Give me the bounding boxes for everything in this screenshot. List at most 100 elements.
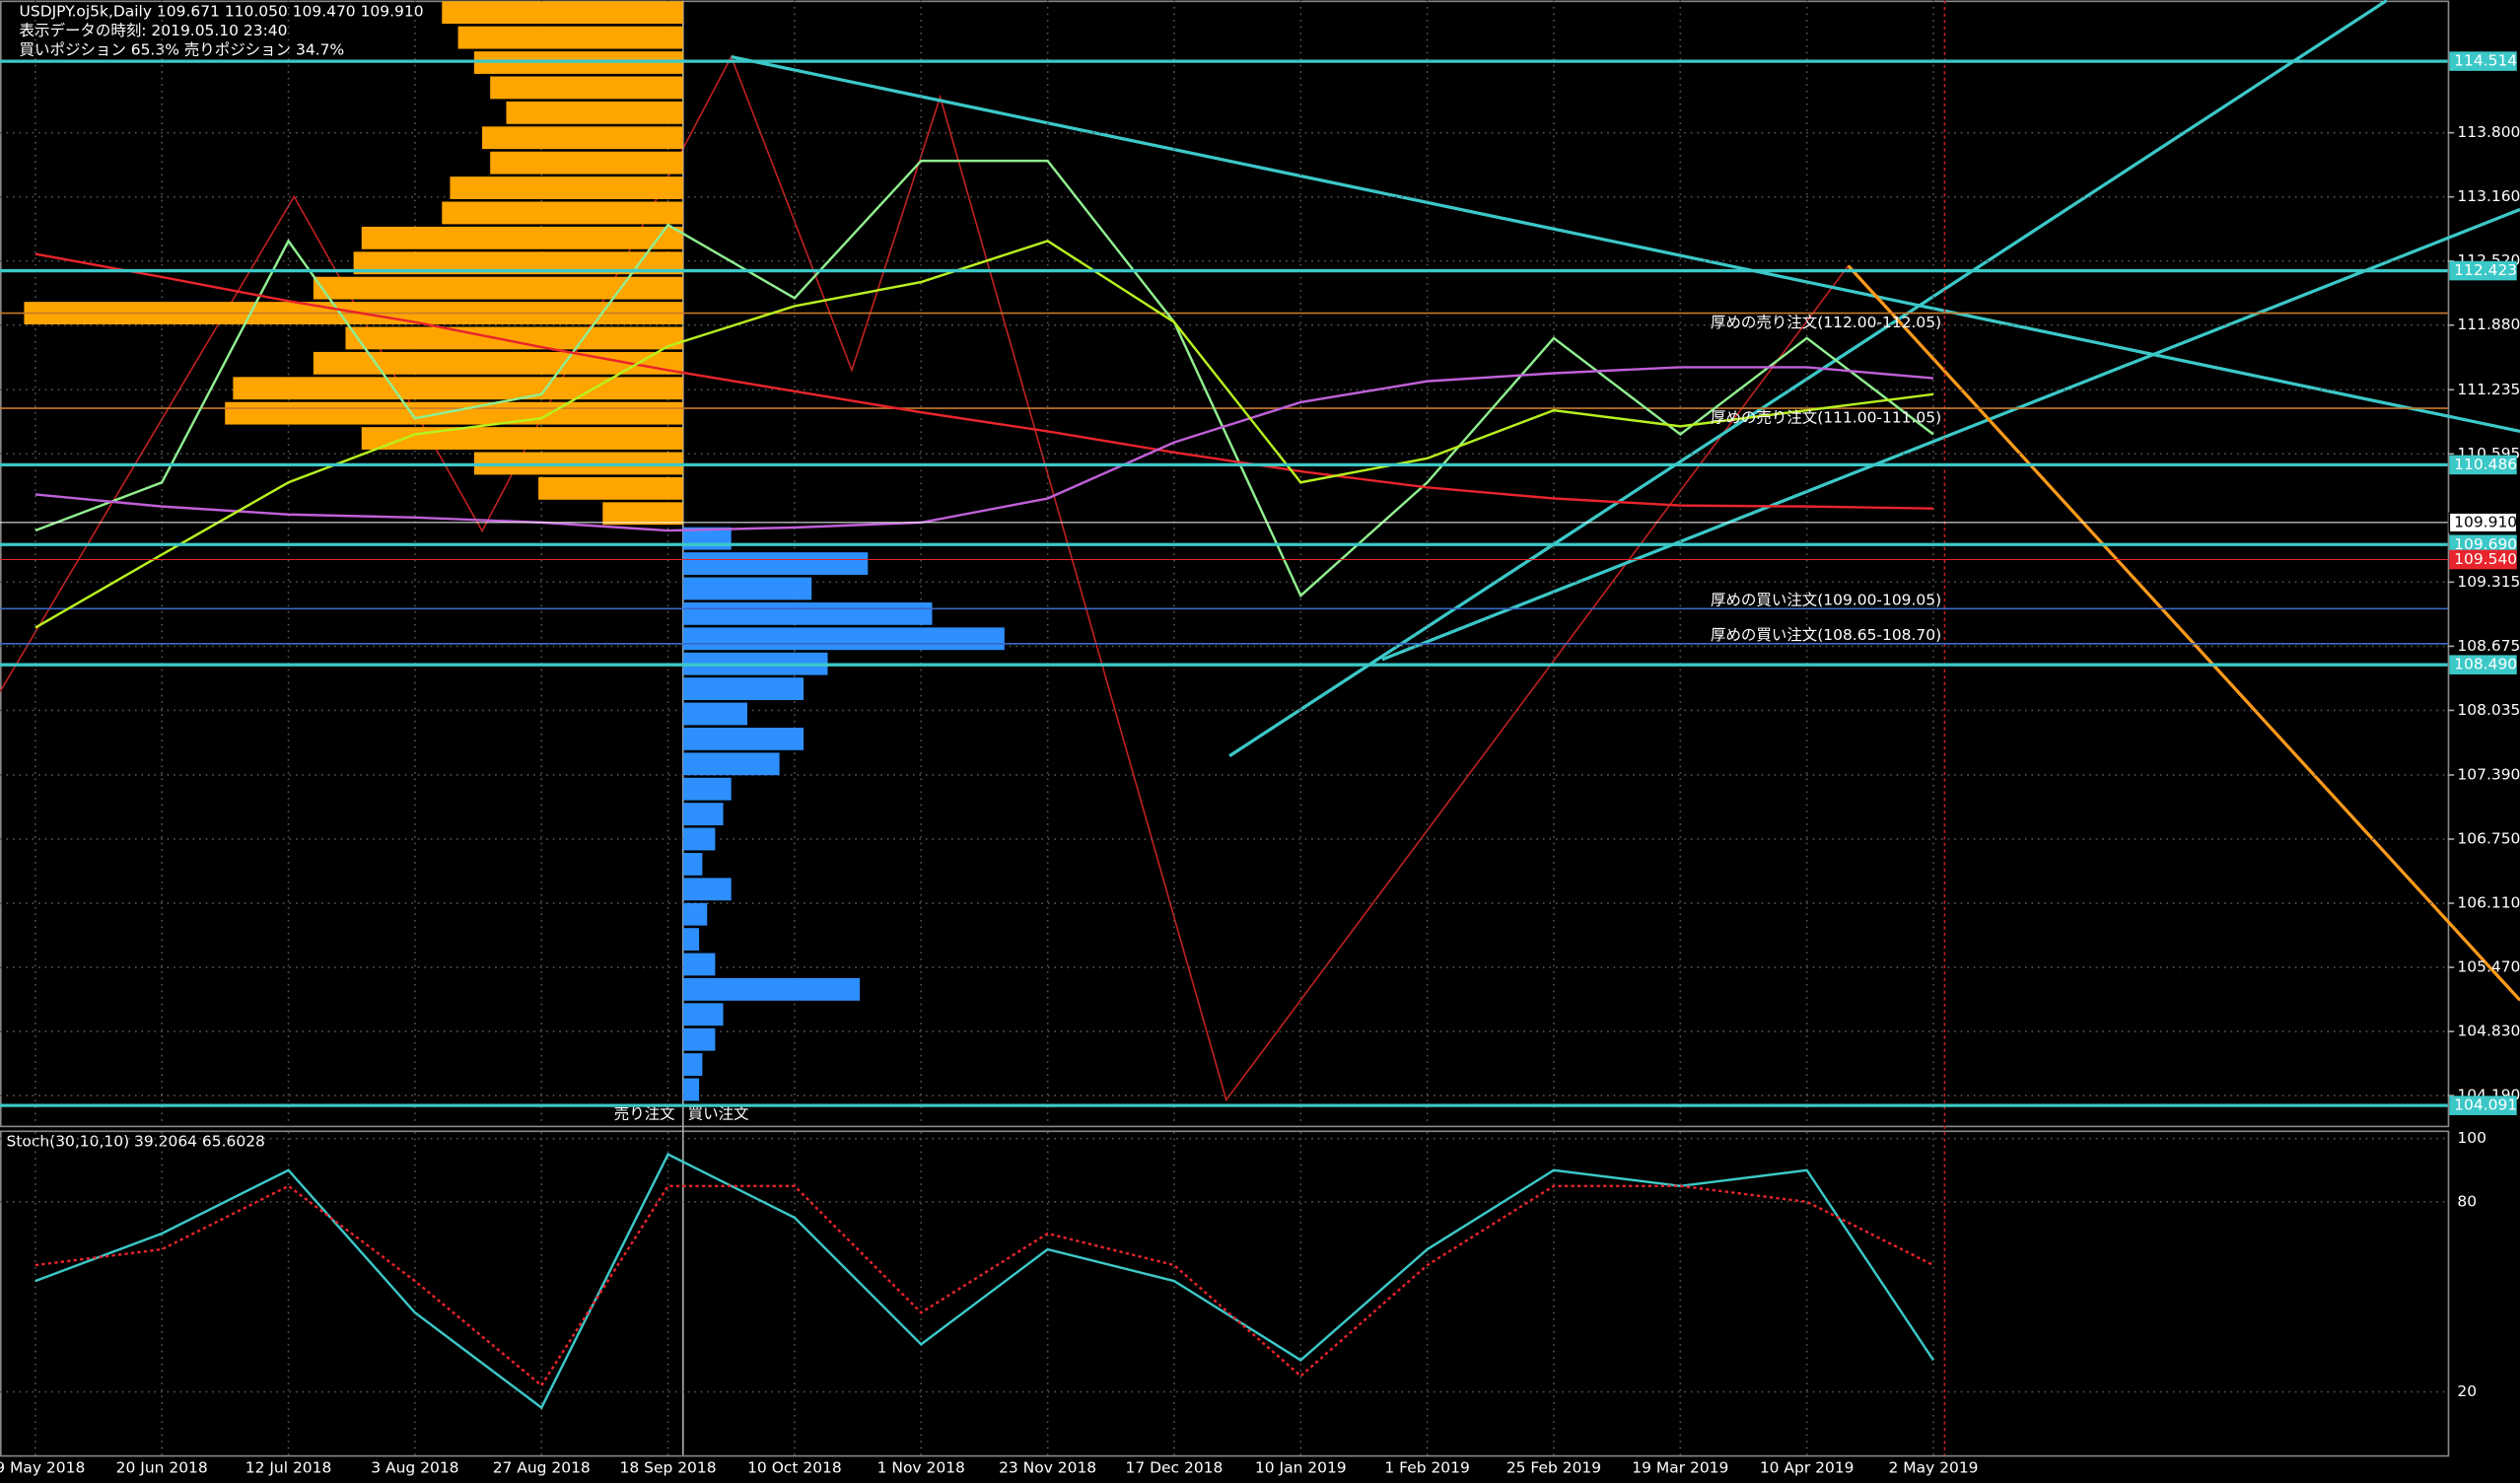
order-bar <box>682 1027 716 1051</box>
order-bar <box>682 827 716 851</box>
level-label: 112.423 <box>2454 261 2517 279</box>
order-bar <box>538 476 683 500</box>
series-line <box>35 240 1934 629</box>
series-line <box>35 252 1934 510</box>
x-tick-label: 29 May 2018 <box>0 1458 85 1476</box>
x-tick-label: 10 Jan 2019 <box>1255 1458 1347 1476</box>
x-tick-label: 10 Oct 2018 <box>747 1458 842 1476</box>
order-bar <box>225 401 683 425</box>
x-tick-label: 12 Jul 2018 <box>245 1458 332 1476</box>
series-line <box>35 159 1934 599</box>
order-bar <box>313 276 683 300</box>
level-box <box>2449 455 2517 475</box>
trend-line <box>1381 207 2520 662</box>
header-symbol: USDJPY.oj5k,Daily 109.671 110.050 109.47… <box>20 2 424 20</box>
x-tick-label: 1 Nov 2018 <box>877 1458 965 1476</box>
level-box <box>2449 534 2517 555</box>
x-tick-label: 17 Dec 2018 <box>1126 1458 1224 1476</box>
y-tick-label: 105.470 <box>2457 958 2520 976</box>
y-tick-label: 111.235 <box>2457 381 2520 398</box>
order-bar <box>361 226 683 249</box>
order-bar <box>682 702 747 726</box>
annotation: 厚めの買い注文(109.00-109.05) <box>1711 592 1941 609</box>
header-time: 表示データの時刻: 2019.05.10 23:40 <box>20 21 288 39</box>
order-bar <box>602 502 683 526</box>
order-bar <box>682 677 805 700</box>
y-tick-label: 80 <box>2457 1192 2477 1210</box>
level-box <box>2448 512 2518 533</box>
order-bar <box>682 1078 700 1101</box>
order-bar <box>682 577 812 600</box>
series-line <box>35 1184 1934 1387</box>
x-tick-label: 1 Feb 2019 <box>1384 1458 1469 1476</box>
level-box <box>2449 655 2517 674</box>
stoch-title: Stoch(30,10,10) 39.2064 65.6028 <box>7 1132 265 1150</box>
x-tick-label: 27 Aug 2018 <box>493 1458 591 1476</box>
order-bar <box>682 601 933 625</box>
order-bar <box>345 326 683 350</box>
book-label: 売り注文 <box>614 1105 675 1123</box>
trend-line <box>1847 264 2520 1002</box>
order-bar <box>490 151 683 175</box>
y-tick-label: 104.830 <box>2457 1023 2520 1040</box>
header-position: 買いポジション 65.3% 売りポジション 34.7% <box>20 41 345 59</box>
level-box <box>2449 549 2517 570</box>
main-frame <box>0 0 2450 1128</box>
order-bar <box>490 76 683 100</box>
y-tick-label: 106.750 <box>2457 829 2520 847</box>
order-bar <box>682 752 780 776</box>
x-tick-label: 10 Apr 2019 <box>1760 1458 1855 1476</box>
level-label: 109.540 <box>2454 550 2517 568</box>
y-tick-label: 113.800 <box>2457 123 2520 141</box>
trend-line <box>731 54 2520 433</box>
order-bar <box>682 1003 724 1026</box>
order-bar <box>361 427 683 450</box>
level-label: 110.486 <box>2454 456 2517 473</box>
order-bar <box>450 177 683 199</box>
y-tick-label: 108.675 <box>2457 637 2520 655</box>
order-bar <box>682 878 732 901</box>
order-bar <box>233 377 683 400</box>
level-label: 109.690 <box>2454 535 2517 553</box>
zigzag <box>0 54 1850 1102</box>
annotation: 厚めの売り注文(112.00-112.05) <box>1711 314 1941 331</box>
order-bar <box>353 251 683 275</box>
sub-frame <box>0 1130 2450 1457</box>
level-label: 104.091 <box>2454 1096 2517 1114</box>
order-bar <box>682 552 869 575</box>
y-tick-label: 108.035 <box>2457 701 2520 719</box>
order-bar <box>482 126 683 150</box>
y-tick-label: 113.160 <box>2457 187 2520 205</box>
order-bar <box>682 777 732 801</box>
order-bar <box>682 727 805 750</box>
order-bar <box>457 26 683 49</box>
x-tick-label: 19 Mar 2019 <box>1632 1458 1728 1476</box>
y-tick-label: 107.390 <box>2457 765 2520 783</box>
y-tick-label: 20 <box>2457 1382 2477 1400</box>
order-bar <box>682 902 708 926</box>
y-tick-label: 111.880 <box>2457 316 2520 333</box>
level-label: 108.490 <box>2454 656 2517 673</box>
annotation: 厚めの売り注文(111.00-111.05) <box>1711 408 1941 426</box>
x-tick-label: 3 Aug 2018 <box>371 1458 458 1476</box>
series-line <box>35 366 1934 532</box>
level-box <box>2449 260 2517 281</box>
book-label: 買い注文 <box>688 1105 749 1123</box>
order-bar <box>682 1053 703 1077</box>
order-bar <box>506 101 683 124</box>
x-tick-label: 2 May 2019 <box>1888 1458 1978 1476</box>
y-tick-label: 109.315 <box>2457 573 2520 591</box>
level-label: 109.910 <box>2454 513 2517 530</box>
y-tick-label: 100 <box>2457 1129 2486 1147</box>
order-bar <box>442 1 683 25</box>
order-bar <box>682 953 716 976</box>
order-bar <box>682 928 700 952</box>
level-label: 114.514 <box>2454 52 2517 70</box>
annotation: 厚めの買い注文(108.65-108.70) <box>1711 626 1941 644</box>
level-box <box>2449 1095 2517 1115</box>
order-bar <box>682 977 861 1001</box>
x-tick-label: 23 Nov 2018 <box>999 1458 1096 1476</box>
